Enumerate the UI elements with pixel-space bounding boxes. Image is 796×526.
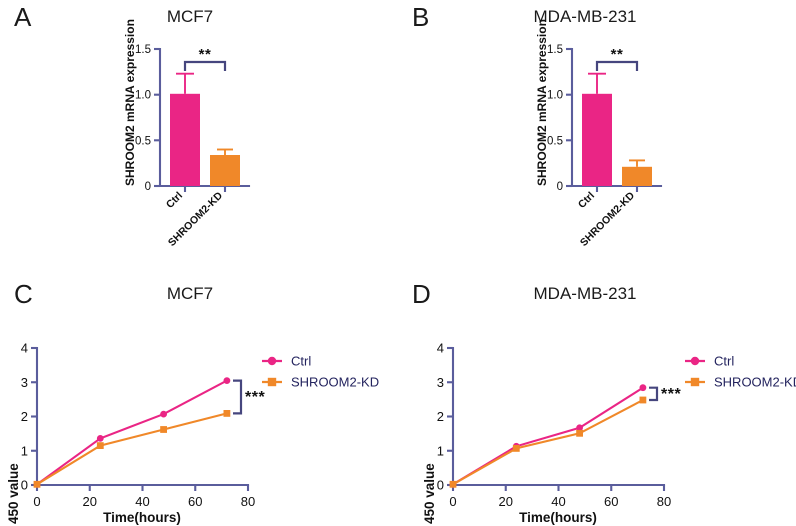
panel-b-ytick-2: 0.5 bbox=[547, 135, 563, 147]
panel-c-legend-item-kd[interactable]: SHROOM2-KD bbox=[262, 375, 379, 390]
panel-d-ytick-2: 2 bbox=[437, 409, 444, 424]
panel-d-sig-bracket bbox=[649, 386, 659, 402]
panel-d-series-ctrl-line bbox=[452, 386, 644, 486]
panel-b-ylabel: SHROOM2 mRNA expression bbox=[535, 19, 549, 186]
panel-b-bar-ctrl bbox=[582, 93, 612, 186]
panel-a-ytick-3: 0 bbox=[145, 181, 151, 193]
panel-a-bar-ctrl bbox=[170, 93, 200, 186]
panel-d-legend-item-ctrl[interactable]: Ctrl bbox=[685, 354, 734, 369]
panel-d-ytick-3: 1 bbox=[437, 443, 444, 458]
panel-a-errorbar-ctrl bbox=[176, 72, 194, 94]
panel-a-catlabel-ctrl: Ctrl bbox=[164, 190, 185, 211]
panel-c-xtick-4: 80 bbox=[241, 494, 255, 509]
panel-c: C MCF7 OD 450 value 4 3 2 1 0 0 20 bbox=[0, 263, 398, 526]
panel-b-sig-bracket bbox=[595, 60, 639, 71]
panel-d-ytick-0: 4 bbox=[437, 341, 444, 356]
panel-a-yticks: 1.5 1.0 0.5 0 bbox=[135, 44, 160, 193]
panel-a-chart: SHROOM2 mRNA expression 1.5 1.0 0.5 0 bbox=[123, 19, 251, 249]
panel-d-xtick-4: 80 bbox=[657, 494, 671, 509]
panel-d-xtick-2: 40 bbox=[551, 494, 565, 509]
panel-c-ytick-4: 0 bbox=[21, 478, 28, 493]
legend-circle-marker-icon bbox=[267, 356, 277, 366]
panel-d-title: MDA-MB-231 bbox=[533, 284, 637, 303]
panel-b-ytick-0: 1.5 bbox=[547, 44, 563, 56]
panel-b-catlabel-ctrl: Ctrl bbox=[576, 190, 597, 211]
panel-d-letter: D bbox=[412, 279, 431, 309]
panel-b-letter: B bbox=[412, 2, 430, 32]
panel-d-legend-label-ctrl: Ctrl bbox=[714, 354, 734, 369]
panel-b-ytick-3: 0 bbox=[557, 181, 563, 193]
panel-a: A MCF7 SHROOM2 mRNA expression 1.5 1.0 0… bbox=[0, 0, 398, 263]
panel-c-series-ctrl-line bbox=[36, 379, 228, 486]
panel-a-ytick-0: 1.5 bbox=[135, 44, 151, 56]
panel-a-xticks bbox=[183, 186, 227, 192]
panel-d: D MDA-MB-231 OD 450 value 4 3 2 1 0 0 20… bbox=[398, 263, 796, 526]
panel-d-series-kd-line bbox=[452, 399, 644, 486]
panel-d-xlabel: Time(hours) bbox=[519, 510, 597, 525]
panel-c-xticks: 0 20 40 60 80 bbox=[33, 485, 255, 509]
panel-c-legend-label-kd: SHROOM2-KD bbox=[291, 375, 379, 390]
panel-b-sig-label: ** bbox=[611, 46, 624, 63]
panel-d-chart: OD 450 value 4 3 2 1 0 0 20 40 60 80 bbox=[422, 341, 796, 526]
panel-c-xtick-2: 40 bbox=[135, 494, 149, 509]
legend-circle-marker-icon bbox=[690, 356, 700, 366]
panel-c-chart: OD 450 value 4 3 2 1 0 0 20 40 60 bbox=[6, 341, 379, 526]
panel-d-xtick-1: 20 bbox=[499, 494, 513, 509]
panel-d-series-kd-markers bbox=[449, 396, 647, 488]
panel-a-ytick-2: 0.5 bbox=[135, 135, 151, 147]
panel-a-ylabel: SHROOM2 mRNA expression bbox=[123, 19, 137, 186]
panel-b-bar-kd bbox=[622, 166, 652, 186]
panel-c-legend: Ctrl SHROOM2-KD bbox=[262, 354, 379, 390]
panel-c-xlabel: Time(hours) bbox=[103, 510, 181, 525]
panel-a-sig-label: ** bbox=[199, 46, 212, 63]
panel-c-ytick-2: 2 bbox=[21, 409, 28, 424]
panel-d-legend: Ctrl SHROOM2-KD bbox=[685, 354, 796, 390]
panel-b-yticks: 1.5 1.0 0.5 0 bbox=[547, 44, 572, 193]
panel-a-sig-bracket bbox=[183, 60, 227, 71]
panel-c-letter: C bbox=[14, 279, 33, 309]
panel-c-series-kd-line bbox=[36, 412, 228, 486]
legend-square-marker-icon bbox=[267, 377, 277, 387]
panel-d-xticks: 0 20 40 60 80 bbox=[449, 485, 671, 509]
panel-c-xtick-0: 0 bbox=[33, 494, 40, 509]
panel-d-xtick-0: 0 bbox=[449, 494, 456, 509]
panel-b-errorbar-ctrl bbox=[588, 72, 606, 94]
panel-b: B MDA-MB-231 SHROOM2 mRNA expression 1.5… bbox=[398, 0, 796, 263]
panel-a-errorbar-kd bbox=[217, 148, 233, 155]
panel-c-ytick-0: 4 bbox=[21, 341, 28, 356]
panel-d-yticks: 4 3 2 1 0 bbox=[437, 341, 453, 493]
panel-d-ylabel: OD 450 value bbox=[422, 463, 437, 526]
panel-c-series-kd-markers bbox=[33, 410, 231, 488]
panel-c-sig-bracket bbox=[233, 379, 243, 415]
panel-b-ytick-1: 1.0 bbox=[547, 90, 563, 102]
panel-a-ytick-1: 1.0 bbox=[135, 90, 151, 102]
panel-c-legend-item-ctrl[interactable]: Ctrl bbox=[262, 354, 311, 369]
panel-c-yticks: 4 3 2 1 0 bbox=[21, 341, 37, 493]
panel-d-legend-label-kd: SHROOM2-KD bbox=[714, 375, 796, 390]
panel-d-ytick-1: 3 bbox=[437, 375, 444, 390]
panel-c-legend-label-ctrl: Ctrl bbox=[291, 354, 311, 369]
panel-d-ytick-4: 0 bbox=[437, 478, 444, 493]
legend-square-marker-icon bbox=[690, 377, 700, 387]
panel-b-title: MDA-MB-231 bbox=[533, 7, 637, 26]
panel-c-xtick-1: 20 bbox=[83, 494, 97, 509]
panel-c-ytick-3: 1 bbox=[21, 443, 28, 458]
panel-c-ytick-1: 3 bbox=[21, 375, 28, 390]
panel-a-title: MCF7 bbox=[166, 7, 214, 26]
panel-c-xtick-3: 60 bbox=[188, 494, 202, 509]
panel-c-title: MCF7 bbox=[166, 284, 214, 303]
panel-d-legend-item-kd[interactable]: SHROOM2-KD bbox=[685, 375, 796, 390]
panel-d-xtick-3: 60 bbox=[604, 494, 618, 509]
panel-b-chart: SHROOM2 mRNA expression 1.5 1.0 0.5 0 bbox=[535, 19, 663, 249]
panel-d-sig-label: *** bbox=[661, 386, 681, 403]
panel-a-letter: A bbox=[14, 2, 32, 32]
panel-a-bar-kd bbox=[210, 155, 240, 186]
panel-b-xticks bbox=[595, 186, 639, 192]
panel-b-errorbar-kd bbox=[629, 159, 645, 167]
panel-c-sig-label: *** bbox=[245, 389, 265, 406]
panel-c-ylabel: OD 450 value bbox=[6, 463, 21, 526]
